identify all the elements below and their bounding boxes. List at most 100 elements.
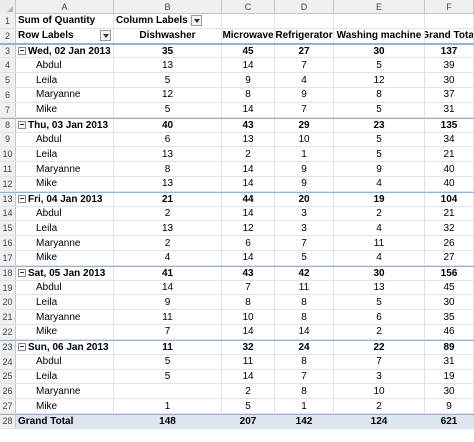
value-cell[interactable]: 2 <box>334 325 425 339</box>
value-cell[interactable]: 4 <box>275 73 334 88</box>
date-label-cell[interactable]: − Wed, 02 Jan 2013 <box>16 44 114 58</box>
value-cell[interactable]: 8 <box>334 88 425 102</box>
value-cell[interactable]: 30 <box>334 44 425 58</box>
value-cell[interactable]: 22 <box>334 340 425 354</box>
value-cell[interactable]: 41 <box>114 266 222 280</box>
person-label-cell[interactable]: Mike <box>16 251 114 265</box>
row-number[interactable]: 1 <box>0 14 16 28</box>
person-label-cell[interactable]: Maryanne <box>16 384 114 399</box>
value-cell[interactable]: 7 <box>275 236 334 250</box>
value-cell[interactable]: 11 <box>334 236 425 250</box>
value-cell[interactable]: 8 <box>275 295 334 310</box>
value-cell[interactable]: 13 <box>114 147 222 162</box>
value-cell[interactable]: 2 <box>222 384 275 399</box>
value-cell[interactable]: 7 <box>222 280 275 295</box>
value-cell[interactable]: 1 <box>114 399 222 413</box>
cell[interactable] <box>425 14 474 28</box>
person-label-cell[interactable]: Mike <box>16 176 114 191</box>
value-cell[interactable]: 5 <box>114 354 222 369</box>
value-cell[interactable]: 2 <box>114 206 222 221</box>
row-number[interactable]: 5 <box>0 73 16 88</box>
collapse-toggle-icon[interactable]: − <box>18 342 26 352</box>
value-cell[interactable]: 46 <box>425 325 474 339</box>
row-number[interactable]: 27 <box>0 399 16 413</box>
value-cell[interactable]: 13 <box>114 221 222 236</box>
value-cell[interactable]: 13 <box>334 280 425 295</box>
value-cell[interactable] <box>114 384 222 399</box>
value-cell[interactable]: 8 <box>275 354 334 369</box>
row-number[interactable]: 15 <box>0 221 16 236</box>
column-header-b[interactable]: B <box>114 0 222 14</box>
collapse-toggle-icon[interactable]: − <box>18 268 26 278</box>
value-cell[interactable]: 89 <box>425 340 474 354</box>
collapse-toggle-icon[interactable]: − <box>18 46 26 56</box>
person-label-cell[interactable]: Abdul <box>16 206 114 221</box>
row-number[interactable]: 11 <box>0 162 16 176</box>
value-cell[interactable]: 5 <box>275 251 334 265</box>
value-cell[interactable]: 20 <box>275 192 334 206</box>
value-cell[interactable]: 11 <box>222 354 275 369</box>
person-label-cell[interactable]: Maryanne <box>16 236 114 250</box>
cell[interactable] <box>222 14 275 28</box>
row-number[interactable]: 3 <box>0 44 16 58</box>
person-label-cell[interactable]: Mike <box>16 102 114 117</box>
value-cell[interactable]: 45 <box>222 44 275 58</box>
value-cell[interactable]: 124 <box>334 414 425 428</box>
value-cell[interactable]: 9 <box>222 73 275 88</box>
row-number[interactable]: 25 <box>0 369 16 384</box>
row-number[interactable]: 9 <box>0 132 16 147</box>
value-cell[interactable]: 3 <box>275 221 334 236</box>
value-cell[interactable]: 23 <box>334 118 425 132</box>
value-cell[interactable]: 11 <box>114 310 222 325</box>
row-number[interactable]: 26 <box>0 384 16 399</box>
value-cell[interactable]: 40 <box>425 176 474 191</box>
column-header-refrigerator[interactable]: Refrigerator <box>275 28 334 43</box>
date-label-cell[interactable]: − Sun, 06 Jan 2013 <box>16 340 114 354</box>
value-cell[interactable]: 40 <box>425 162 474 176</box>
value-cell[interactable]: 21 <box>425 206 474 221</box>
value-cell[interactable]: 7 <box>275 102 334 117</box>
value-cell[interactable]: 11 <box>275 280 334 295</box>
person-label-cell[interactable]: Mike <box>16 399 114 413</box>
value-cell[interactable]: 5 <box>334 132 425 147</box>
value-cell[interactable]: 40 <box>114 118 222 132</box>
value-cell[interactable]: 14 <box>222 251 275 265</box>
value-cell[interactable]: 19 <box>425 369 474 384</box>
value-cell[interactable]: 43 <box>222 266 275 280</box>
row-number[interactable]: 28 <box>0 414 16 428</box>
value-cell[interactable]: 9 <box>275 88 334 102</box>
grand-total-label-cell[interactable]: Grand Total <box>16 414 114 428</box>
value-cell[interactable]: 8 <box>222 88 275 102</box>
person-label-cell[interactable]: Maryanne <box>16 310 114 325</box>
column-header-a[interactable]: A <box>16 0 114 14</box>
person-label-cell[interactable]: Abdul <box>16 280 114 295</box>
person-label-cell[interactable]: Leila <box>16 369 114 384</box>
value-cell[interactable]: 13 <box>222 132 275 147</box>
value-cell[interactable]: 8 <box>114 162 222 176</box>
person-label-cell[interactable]: Maryanne <box>16 88 114 102</box>
value-cell[interactable]: 7 <box>334 354 425 369</box>
row-number[interactable]: 13 <box>0 192 16 206</box>
value-cell[interactable]: 3 <box>334 369 425 384</box>
value-cell[interactable]: 5 <box>334 147 425 162</box>
row-number[interactable]: 14 <box>0 206 16 221</box>
column-header-c[interactable]: C <box>222 0 275 14</box>
value-cell[interactable]: 5 <box>222 399 275 413</box>
value-cell[interactable]: 5 <box>334 58 425 73</box>
select-all-corner[interactable] <box>0 0 16 14</box>
value-cell[interactable]: 10 <box>334 384 425 399</box>
value-cell[interactable]: 8 <box>275 384 334 399</box>
value-cell[interactable]: 6 <box>222 236 275 250</box>
row-number[interactable]: 2 <box>0 28 16 43</box>
value-cell[interactable]: 14 <box>222 369 275 384</box>
person-label-cell[interactable]: Leila <box>16 147 114 162</box>
collapse-toggle-icon[interactable]: − <box>18 120 26 130</box>
value-cell[interactable]: 9 <box>114 295 222 310</box>
value-cell[interactable]: 142 <box>275 414 334 428</box>
value-cell[interactable]: 9 <box>334 162 425 176</box>
value-cell[interactable]: 31 <box>425 354 474 369</box>
cell[interactable] <box>275 14 334 28</box>
person-label-cell[interactable]: Abdul <box>16 58 114 73</box>
row-number[interactable]: 20 <box>0 295 16 310</box>
row-number[interactable]: 16 <box>0 236 16 250</box>
